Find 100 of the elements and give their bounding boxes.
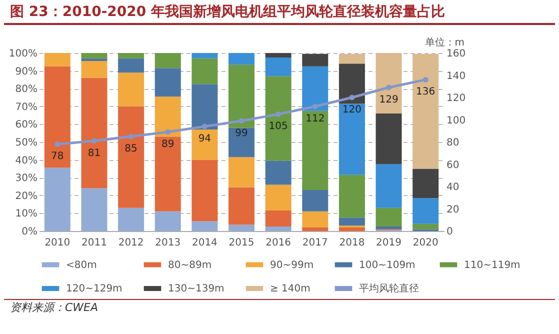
y-tick-label: 10%: [15, 208, 38, 220]
bar: [228, 187, 254, 225]
y-tick-label: 20%: [15, 190, 38, 202]
y2-tick-label: 140: [446, 70, 466, 82]
x-tick-label: 2010: [44, 238, 70, 248]
bar: [265, 160, 292, 185]
text: 资料来源：CWEA: [4, 299, 555, 315]
legend-label: ≥ 140m: [270, 284, 310, 294]
data-label: 89: [161, 138, 174, 150]
bar: [338, 104, 365, 175]
bar: [412, 168, 439, 198]
point: [276, 111, 282, 117]
y2-tick-label: 20: [446, 204, 460, 216]
bar: [228, 64, 254, 128]
y-tick-label: 30%: [15, 173, 38, 184]
bar: [265, 210, 292, 227]
bar: [81, 61, 108, 78]
y2-tick-label: 100: [446, 115, 466, 126]
bar: [412, 54, 439, 169]
legend-label: 80~89m: [168, 260, 212, 271]
y-tick-label: 40%: [15, 155, 38, 166]
data-label: 99: [235, 128, 248, 139]
bar: [376, 114, 402, 164]
bar: [192, 160, 218, 222]
bar: [265, 76, 292, 161]
bar: [44, 168, 70, 231]
bar: [81, 58, 108, 62]
bar: [265, 57, 292, 76]
x-tick-label: 2013: [155, 238, 181, 248]
bar: [81, 53, 108, 58]
bar: [302, 54, 328, 66]
bar: [302, 110, 328, 190]
legend-label: 130~139m: [168, 284, 224, 294]
point: [165, 129, 171, 135]
y-tick-label: 70%: [15, 102, 38, 113]
point: [91, 138, 97, 144]
x-tick-label: 2018: [339, 238, 365, 248]
y2-tick-label: 40: [446, 182, 460, 193]
y-tick-label: 0%: [22, 226, 38, 238]
y-tick-label: 100%: [8, 48, 38, 60]
y-tick-label: 80%: [15, 84, 38, 96]
chart-title: 图 23：2010-2020 年我国新增风电机组平均风轮直径装机容量占比: [4, 0, 555, 25]
bar: [412, 198, 439, 224]
bar: [192, 130, 218, 160]
bar: [265, 53, 292, 58]
data-label: 81: [88, 148, 101, 159]
bar: [228, 157, 254, 188]
y2-tick-label: 80: [446, 138, 460, 148]
bar: [154, 136, 181, 212]
bar: [376, 208, 402, 227]
bar: [228, 53, 254, 65]
point: [128, 134, 134, 140]
bar: [44, 66, 70, 168]
bar: [154, 211, 181, 231]
point: [422, 76, 428, 82]
bar: [192, 221, 218, 231]
data-label: 94: [198, 133, 212, 144]
bar: [118, 53, 144, 58]
bar: [118, 208, 144, 231]
x-tick-label: 2012: [118, 238, 144, 248]
legend-label: 110~119m: [464, 260, 520, 271]
bar: [192, 53, 218, 58]
bar: [118, 106, 144, 208]
legend-label: <80m: [66, 260, 97, 271]
bar: [265, 184, 292, 211]
bar: [228, 128, 254, 158]
bar: [338, 174, 365, 218]
point: [202, 124, 208, 130]
bar: [192, 84, 218, 130]
data-label: 78: [51, 151, 64, 162]
legend-label: 100~109m: [359, 260, 416, 271]
bar: [154, 96, 181, 137]
y-tick-label: 90%: [15, 66, 38, 78]
point: [54, 141, 60, 147]
y2-tick-label: 60: [446, 160, 460, 171]
legend-label: 90~99m: [270, 260, 314, 271]
bar: [302, 211, 328, 228]
legend-label: 120~129m: [66, 284, 122, 294]
x-tick-label: 2015: [228, 238, 254, 248]
x-tick-label: 2014: [192, 238, 218, 248]
x-tick-label: 2016: [266, 238, 292, 248]
bar: [81, 188, 108, 231]
bar: [412, 224, 439, 230]
point: [238, 118, 244, 124]
x-tick-label: 2011: [82, 238, 107, 248]
bar: [265, 226, 292, 231]
y2-tick-label: 0: [446, 226, 453, 238]
data-label: 112: [306, 113, 325, 124]
bar: [338, 227, 365, 231]
y-tick-label: 50%: [15, 138, 38, 148]
bar: [118, 58, 144, 73]
bar: [338, 54, 365, 64]
point: [386, 84, 392, 90]
y2-axis-title: 单位：m: [424, 36, 464, 48]
data-label: 120: [342, 104, 362, 116]
bar: [338, 64, 365, 104]
bar: [154, 68, 181, 97]
bar: [338, 218, 365, 226]
x-tick-label: 2017: [302, 238, 328, 248]
y-tick-label: 60%: [15, 120, 38, 131]
